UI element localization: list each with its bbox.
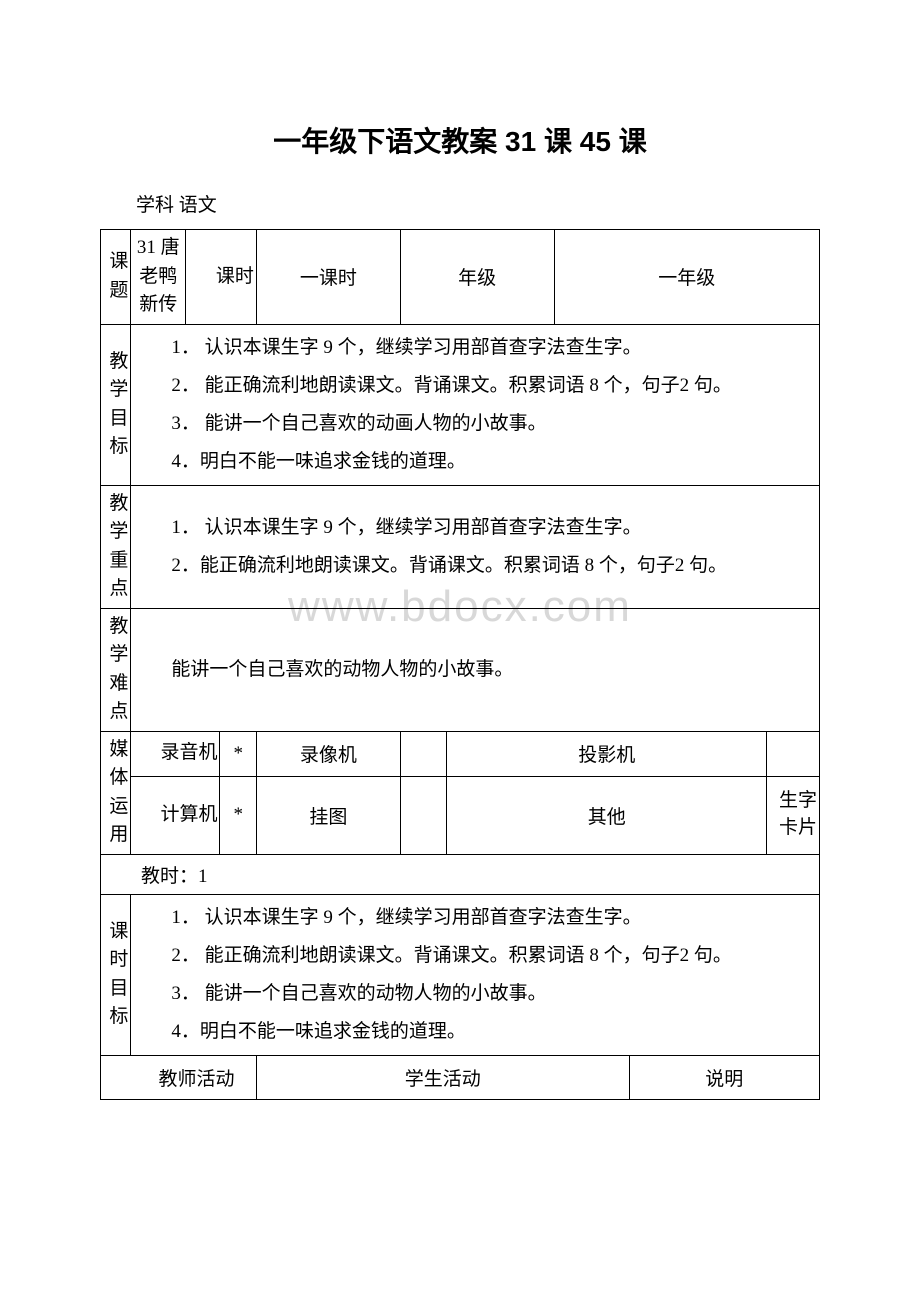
media-r2-c1: 计算机 [131, 776, 220, 854]
period-goals-label: 课时目标 [101, 894, 131, 1055]
difficulty-row: 教学难点 能讲一个自己喜欢的动物人物的小故事。 [101, 608, 820, 731]
topic-label: 课题 [101, 230, 131, 325]
difficulty-label: 教学难点 [101, 608, 131, 731]
teacher-activity-label: 教师活动 [101, 1055, 257, 1099]
goal-item-4: 4．明白不能一味追求金钱的道理。 [133, 443, 817, 481]
keypoints-row: 教学重点 1． 认识本课生字 9 个，继续学习用部首查字法查生字。 2．能正确流… [101, 485, 820, 608]
goals-row: 教学目标 1． 认识本课生字 9 个，继续学习用部首查字法查生字。 2． 能正确… [101, 324, 820, 485]
media-r1-c4 [400, 731, 447, 776]
difficulty-text: 能讲一个自己喜欢的动物人物的小故事。 [133, 651, 817, 689]
goal-item-2: 2． 能正确流利地朗读课文。背诵课文。积累词语 8 个，句子2 句。 [133, 367, 817, 405]
media-r2-c2: * [220, 776, 256, 854]
media-r1-c3: 录像机 [256, 731, 400, 776]
goal-item-1: 1． 认识本课生字 9 个，继续学习用部首查字法查生字。 [133, 329, 817, 367]
media-r1-c1: 录音机 [131, 731, 220, 776]
keypoints-label: 教学重点 [101, 485, 131, 608]
goals-content: 1． 认识本课生字 9 个，继续学习用部首查字法查生字。 2． 能正确流利地朗读… [131, 324, 820, 485]
media-r2-c5: 其他 [447, 776, 767, 854]
difficulty-content: 能讲一个自己喜欢的动物人物的小故事。 [131, 608, 820, 731]
header-row: 课题 31 唐老鸭新传 课时 一课时 年级 一年级 [101, 230, 820, 325]
media-r1-c2: * [220, 731, 256, 776]
media-row-1: 媒体运用 录音机 * 录像机 投影机 [101, 731, 820, 776]
grade-value: 一年级 [554, 230, 819, 325]
goals-label: 教学目标 [101, 324, 131, 485]
page-title: 一年级下语文教案 31 课 45 课 [100, 120, 820, 160]
media-r1-c5: 投影机 [447, 731, 767, 776]
goal-item-3: 3． 能讲一个自己喜欢的动画人物的小故事。 [133, 405, 817, 443]
period-value: 一课时 [256, 230, 400, 325]
period-goal-2: 2． 能正确流利地朗读课文。背诵课文。积累词语 8 个，句子2 句。 [133, 937, 817, 975]
period-goal-1: 1． 认识本课生字 9 个，继续学习用部首查字法查生字。 [133, 899, 817, 937]
keypoints-content: 1． 认识本课生字 9 个，继续学习用部首查字法查生字。 2．能正确流利地朗读课… [131, 485, 820, 608]
media-r2-c3: 挂图 [256, 776, 400, 854]
keypoint-item-2: 2．能正确流利地朗读课文。背诵课文。积累词语 8 个，句子2 句。 [133, 547, 817, 585]
media-row-2: 计算机 * 挂图 其他 生字卡片 [101, 776, 820, 854]
period-goals-content: 1． 认识本课生字 9 个，继续学习用部首查字法查生字。 2． 能正确流利地朗读… [131, 894, 820, 1055]
period-goals-row: 课时目标 1． 认识本课生字 9 个，继续学习用部首查字法查生字。 2． 能正确… [101, 894, 820, 1055]
media-r1-c6 [767, 731, 820, 776]
grade-label: 年级 [400, 230, 554, 325]
lesson-plan-table: 课题 31 唐老鸭新传 课时 一课时 年级 一年级 教学目标 1． 认识本课生字… [100, 229, 820, 1100]
student-activity-label: 学生活动 [256, 1055, 629, 1099]
teach-time: 教时：1 [101, 854, 820, 894]
activity-header-row: 教师活动 学生活动 说明 [101, 1055, 820, 1099]
media-label: 媒体运用 [101, 731, 131, 854]
period-goal-3: 3． 能讲一个自己喜欢的动物人物的小故事。 [133, 975, 817, 1013]
teach-time-row: 教时：1 [101, 854, 820, 894]
period-goal-4: 4．明白不能一味追求金钱的道理。 [133, 1013, 817, 1051]
keypoint-item-1: 1． 认识本课生字 9 个，继续学习用部首查字法查生字。 [133, 509, 817, 547]
media-r2-c6: 生字卡片 [767, 776, 820, 854]
topic-value: 31 唐老鸭新传 [131, 230, 186, 325]
note-label: 说明 [629, 1055, 819, 1099]
subject-line: 学科 语文 [100, 190, 820, 217]
period-label: 课时 [186, 230, 257, 325]
media-r2-c4 [400, 776, 447, 854]
